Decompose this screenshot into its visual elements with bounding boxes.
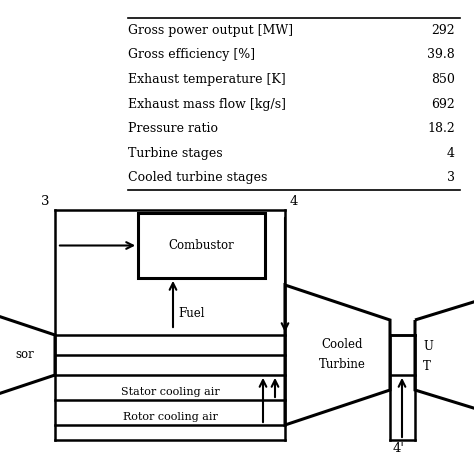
Text: Gross power output [MW]: Gross power output [MW]	[128, 24, 293, 37]
Text: Fuel: Fuel	[178, 307, 204, 320]
Text: U: U	[423, 340, 433, 354]
Text: 292: 292	[431, 24, 455, 37]
Text: 692: 692	[431, 98, 455, 110]
Text: Pressure ratio: Pressure ratio	[128, 122, 218, 135]
Text: 3: 3	[447, 171, 455, 184]
Text: 4: 4	[447, 146, 455, 160]
Text: Turbine stages: Turbine stages	[128, 146, 223, 160]
Text: Exhaust mass flow [kg/s]: Exhaust mass flow [kg/s]	[128, 98, 286, 110]
Text: 850: 850	[431, 73, 455, 86]
Bar	[138, 213, 265, 278]
Text: 4: 4	[290, 195, 298, 208]
Text: Cooled: Cooled	[322, 338, 363, 352]
Text: sor: sor	[15, 348, 34, 362]
Text: Cooled turbine stages: Cooled turbine stages	[128, 171, 267, 184]
Text: 3: 3	[42, 195, 50, 208]
Text: 4': 4'	[393, 442, 405, 455]
Text: Gross efficiency [%]: Gross efficiency [%]	[128, 48, 255, 61]
Text: Exhaust temperature [K]: Exhaust temperature [K]	[128, 73, 286, 86]
Text: Stator cooling air: Stator cooling air	[120, 387, 219, 397]
Text: Combustor: Combustor	[169, 239, 234, 252]
Text: 39.8: 39.8	[427, 48, 455, 61]
Text: Rotor cooling air: Rotor cooling air	[123, 412, 218, 422]
Text: Turbine: Turbine	[319, 358, 366, 372]
Text: T: T	[423, 361, 431, 374]
Text: 18.2: 18.2	[427, 122, 455, 135]
